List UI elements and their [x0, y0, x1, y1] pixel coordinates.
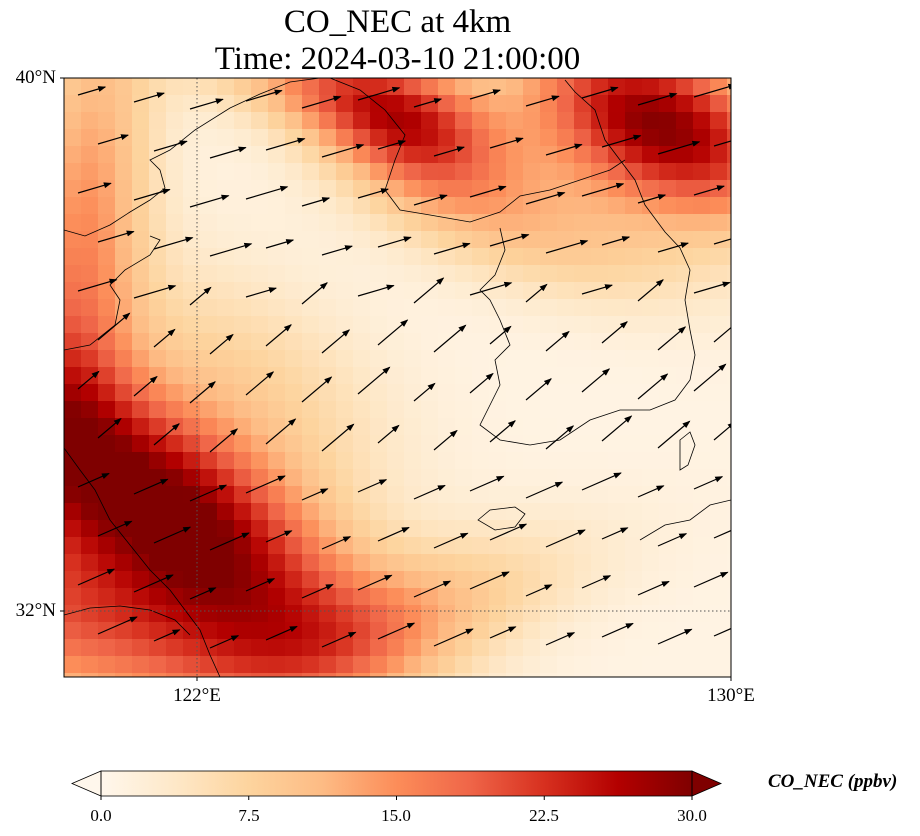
wind-vectors — [77, 83, 731, 649]
colorbar-tick-30: 30.0 — [677, 806, 707, 825]
colorbar-tick-0: 0.0 — [90, 806, 112, 825]
coastlines — [64, 78, 731, 677]
colorbar-tick-22-5: 22.5 — [529, 806, 559, 825]
kyushu-coast — [639, 499, 731, 541]
colorbar-label: CO_NEC (ppbv) — [768, 771, 898, 792]
lat-label-32n: 32°N — [15, 600, 56, 621]
coastline-china-east — [64, 447, 221, 677]
colorbar-tick-7-5: 7.5 — [238, 806, 260, 825]
coastline-liaodong — [64, 78, 321, 237]
coastline-korea-west — [479, 227, 531, 446]
colorbar-max-extend — [691, 770, 723, 797]
yangtze-estuary — [64, 605, 191, 636]
coastline-shandong — [64, 235, 161, 351]
co-concentration-field — [64, 78, 731, 677]
map-title: CO_NEC at 4km — [283, 4, 512, 40]
jeju-island — [477, 506, 526, 531]
gridlines — [64, 78, 731, 677]
lon-label-130e: 130°E — [707, 685, 755, 706]
map-panel — [60, 77, 732, 681]
colorbar-tick-15: 15.0 — [381, 806, 411, 825]
lat-label-40n: 40°N — [15, 67, 56, 88]
tsushima-island — [679, 431, 696, 471]
map-subtitle-time: Time: 2024-03-10 21:00:00 — [214, 41, 581, 77]
map-frame — [63, 77, 732, 678]
coastline-bohai-north — [329, 78, 626, 223]
colorbar-min-extend — [70, 770, 102, 797]
coastline-korea-south — [529, 79, 696, 446]
lon-label-122e: 122°E — [173, 685, 221, 706]
colorbar-gradient — [101, 771, 692, 796]
